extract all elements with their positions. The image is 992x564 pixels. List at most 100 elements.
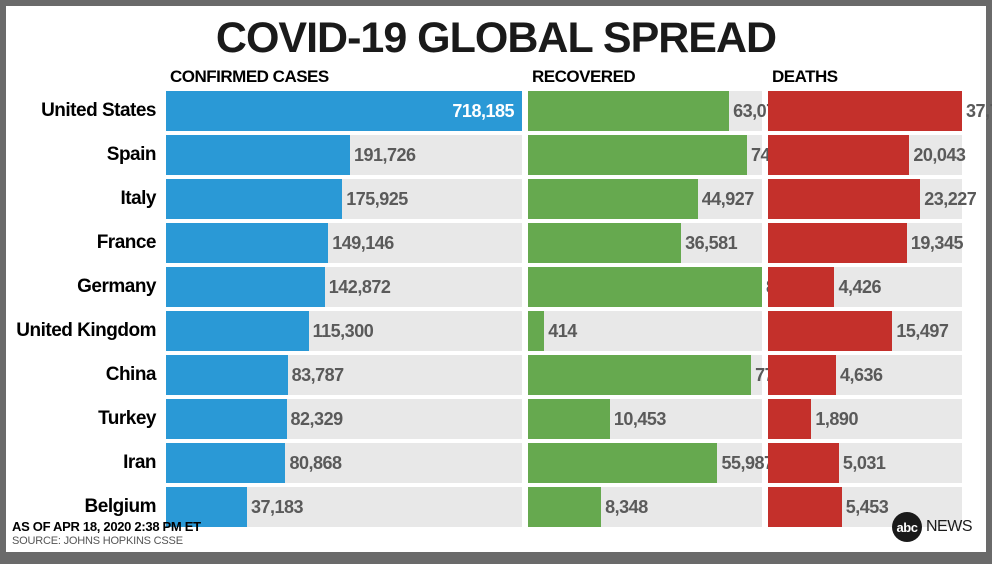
logo-circle: abc [892, 512, 922, 542]
cases-bar [166, 135, 350, 175]
cases-value: 142,872 [329, 267, 391, 307]
deaths-bar [768, 311, 892, 351]
recovered-cell: 8,348 [528, 487, 762, 527]
deaths-cell: 4,636 [768, 355, 962, 395]
data-row: Spain191,72674,79720,043 [6, 135, 986, 175]
deaths-value: 5,453 [846, 487, 889, 527]
deaths-bar [768, 267, 834, 307]
cases-value: 149,146 [332, 223, 394, 263]
cases-bar [166, 443, 285, 483]
footer: AS OF APR 18, 2020 2:38 PM ET SOURCE: JO… [12, 519, 201, 548]
column-headers: CONFIRMED CASES RECOVERED DEATHS [6, 67, 986, 91]
footer-source: SOURCE: JOHNS HOPKINS CSSE [12, 535, 201, 548]
recovered-value: 55,987 [721, 443, 773, 483]
deaths-cell: 1,890 [768, 399, 962, 439]
recovered-bar [528, 399, 610, 439]
recovered-bar [528, 91, 729, 131]
country-name: Italy [6, 179, 166, 219]
cases-value: 82,329 [291, 399, 343, 439]
cases-bar [166, 399, 287, 439]
logo-text: NEWS [926, 518, 972, 536]
recovered-cell: 74,797 [528, 135, 762, 175]
deaths-bar [768, 91, 962, 131]
deaths-value: 37,730 [966, 91, 992, 131]
recovered-cell: 414 [528, 311, 762, 351]
deaths-bar [768, 399, 811, 439]
header-recovered: RECOVERED [528, 67, 768, 87]
cases-value: 175,925 [346, 179, 408, 219]
deaths-cell: 5,031 [768, 443, 962, 483]
data-rows: United States718,18563,07237,730Spain191… [6, 91, 986, 527]
cases-cell: 149,146 [166, 223, 522, 263]
deaths-value: 19,345 [911, 223, 963, 263]
country-name: United States [6, 91, 166, 131]
cases-cell: 80,868 [166, 443, 522, 483]
deaths-bar [768, 443, 839, 483]
deaths-cell: 4,426 [768, 267, 962, 307]
recovered-cell: 10,453 [528, 399, 762, 439]
cases-cell: 83,787 [166, 355, 522, 395]
recovered-bar [528, 223, 681, 263]
cases-value: 83,787 [292, 355, 344, 395]
data-row: France 149,146 36,581 19,345 [6, 223, 986, 263]
cases-bar [166, 311, 309, 351]
chart-title: COVID-19 GLOBAL SPREAD [6, 6, 986, 67]
country-name: Turkey [6, 399, 166, 439]
recovered-cell: 85,400 [528, 267, 762, 307]
cases-cell: 142,872 [166, 267, 522, 307]
deaths-value: 15,497 [896, 311, 948, 351]
data-row: Iran 80,868 55,987 5,031 [6, 443, 986, 483]
recovered-cell: 77,614 [528, 355, 762, 395]
deaths-value: 20,043 [913, 135, 965, 175]
country-name: China [6, 355, 166, 395]
cases-bar [166, 179, 342, 219]
cases-bar [166, 267, 325, 307]
cases-cell: 115,300 [166, 311, 522, 351]
deaths-bar [768, 487, 842, 527]
deaths-bar [768, 135, 909, 175]
country-name: Germany [6, 267, 166, 307]
cases-value: 37,183 [251, 487, 303, 527]
cases-value: 191,726 [354, 135, 416, 175]
data-row: Turkey 82,329 10,453 1,890 [6, 399, 986, 439]
deaths-cell: 23,227 [768, 179, 962, 219]
recovered-value: 10,453 [614, 399, 666, 439]
data-row: Italy 175,925 44,927 23,227 [6, 179, 986, 219]
recovered-cell: 55,987 [528, 443, 762, 483]
recovered-cell: 44,927 [528, 179, 762, 219]
recovered-cell: 36,581 [528, 223, 762, 263]
recovered-cell: 63,072 [528, 91, 762, 131]
deaths-cell: 15,497 [768, 311, 962, 351]
deaths-value: 4,636 [840, 355, 883, 395]
cases-value: 115,300 [313, 311, 374, 351]
recovered-bar [528, 267, 762, 307]
deaths-bar [768, 223, 907, 263]
network-logo: abc NEWS [892, 512, 972, 542]
recovered-value: 44,927 [702, 179, 754, 219]
cases-cell: 718,185 [166, 91, 522, 131]
cases-cell: 191,726 [166, 135, 522, 175]
header-cases: CONFIRMED CASES [166, 67, 528, 87]
country-name: United Kingdom [6, 311, 166, 351]
cases-cell: 82,329 [166, 399, 522, 439]
cases-value: 718,185 [158, 91, 514, 131]
deaths-value: 4,426 [838, 267, 881, 307]
recovered-value: 36,581 [685, 223, 737, 263]
data-row: Germany 142,872 85,400 4,426 [6, 267, 986, 307]
cases-value: 80,868 [289, 443, 341, 483]
deaths-value: 1,890 [815, 399, 858, 439]
cases-bar [166, 223, 328, 263]
deaths-bar [768, 355, 836, 395]
recovered-bar [528, 355, 751, 395]
recovered-bar [528, 311, 544, 351]
deaths-cell: 19,345 [768, 223, 962, 263]
data-row: United Kingdom 115,300 414 15,497 [6, 311, 986, 351]
deaths-value: 5,031 [843, 443, 886, 483]
recovered-bar [528, 443, 717, 483]
country-name: Iran [6, 443, 166, 483]
data-row: United States718,18563,07237,730 [6, 91, 986, 131]
deaths-bar [768, 179, 920, 219]
country-name: France [6, 223, 166, 263]
deaths-value: 23,227 [924, 179, 976, 219]
data-row: China 83,787 77,614 4,636 [6, 355, 986, 395]
